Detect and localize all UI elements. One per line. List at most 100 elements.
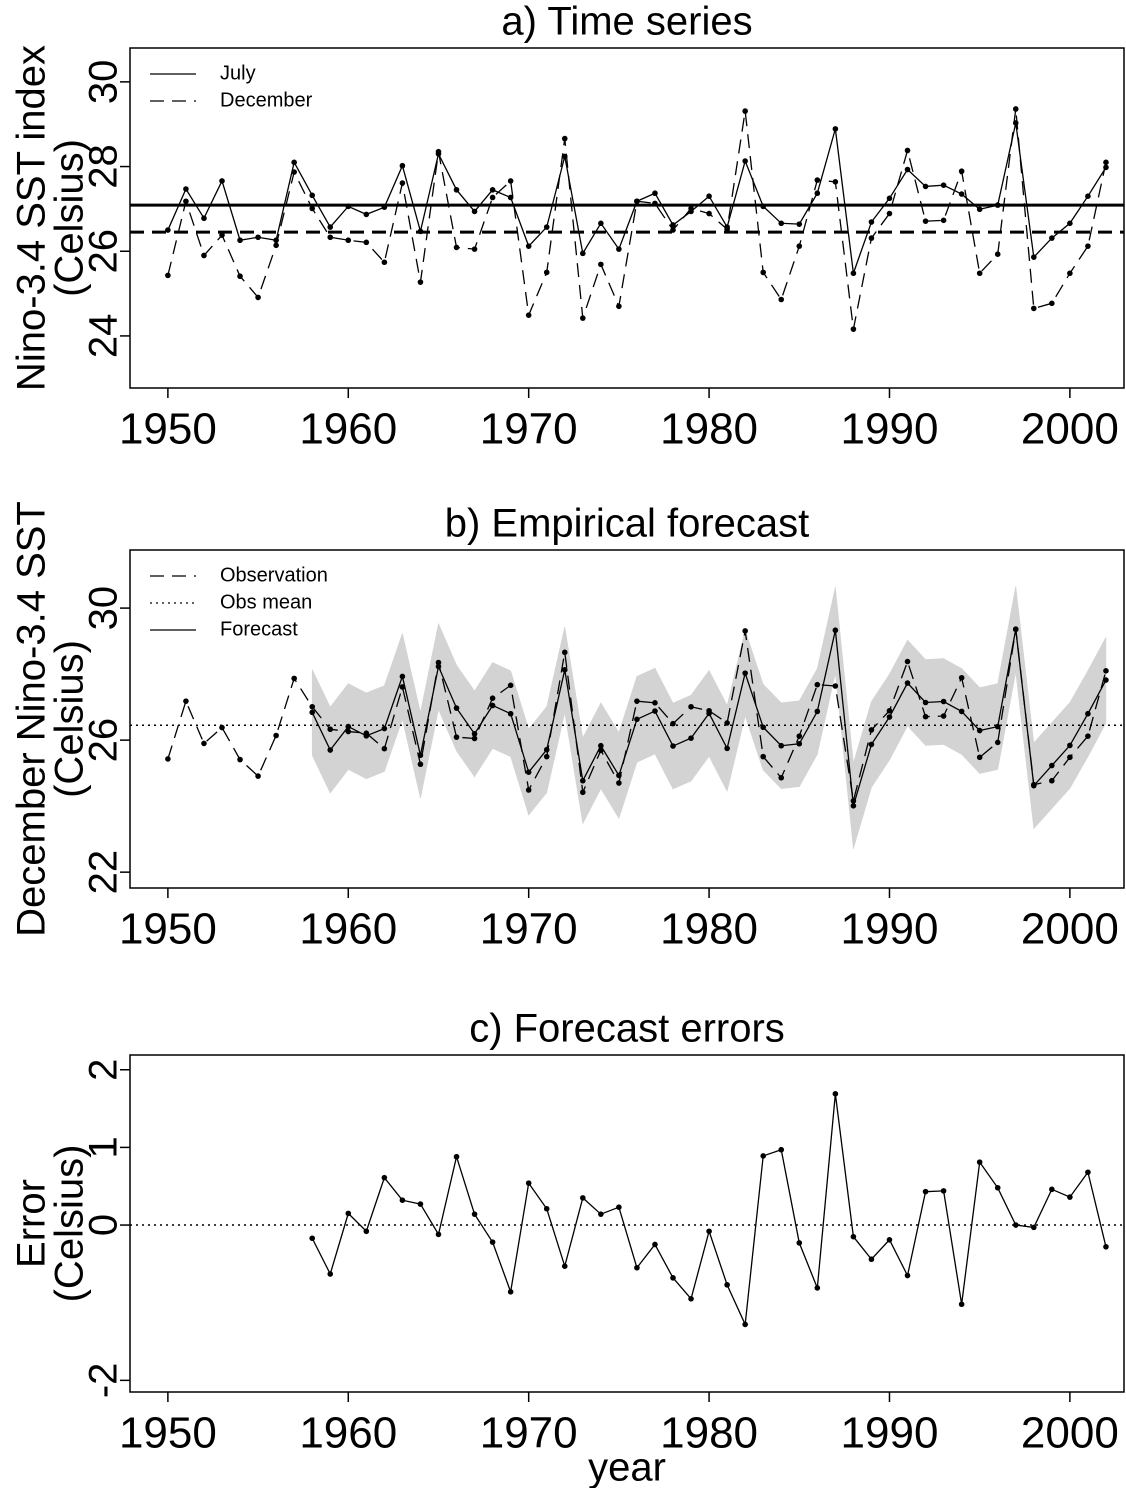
y-tick-label: 30 bbox=[82, 60, 126, 105]
data-point bbox=[543, 753, 550, 760]
data-point bbox=[958, 674, 965, 681]
data-point bbox=[724, 720, 730, 726]
data-point bbox=[363, 733, 370, 739]
data-point bbox=[345, 237, 352, 244]
data-point bbox=[616, 1204, 622, 1210]
data-point bbox=[1067, 270, 1073, 277]
data-point bbox=[471, 735, 478, 742]
data-point bbox=[1067, 220, 1073, 227]
data-point bbox=[399, 162, 406, 169]
data-point bbox=[994, 1184, 1001, 1191]
data-point bbox=[507, 178, 514, 184]
data-point bbox=[489, 194, 496, 201]
data-point bbox=[489, 1239, 496, 1245]
data-point bbox=[616, 780, 622, 786]
data-point bbox=[580, 777, 586, 784]
data-point bbox=[327, 726, 334, 733]
data-point bbox=[183, 186, 189, 192]
data-point bbox=[309, 1235, 316, 1242]
data-point bbox=[904, 147, 911, 154]
chart-title: a) Time series bbox=[501, 0, 752, 44]
data-point bbox=[561, 1263, 568, 1270]
data-point bbox=[832, 126, 839, 132]
data-point bbox=[435, 659, 442, 666]
data-point bbox=[1049, 300, 1055, 307]
data-point bbox=[1085, 193, 1091, 199]
data-point bbox=[237, 756, 243, 763]
data-point bbox=[598, 742, 604, 749]
data-point bbox=[850, 803, 857, 809]
data-point bbox=[688, 205, 694, 212]
legend-label: July bbox=[220, 62, 256, 84]
plot-frame bbox=[129, 549, 1125, 889]
data-point bbox=[778, 1146, 785, 1153]
data-point bbox=[543, 1205, 550, 1212]
data-point bbox=[435, 148, 442, 155]
data-point bbox=[399, 673, 406, 680]
series-line bbox=[311, 1093, 1107, 1327]
data-point bbox=[1031, 782, 1037, 789]
data-point bbox=[435, 1231, 442, 1238]
x-tick-label: 1980 bbox=[660, 905, 758, 954]
x-tick-label: 2000 bbox=[1021, 1409, 1119, 1458]
data-point bbox=[165, 272, 171, 279]
data-point bbox=[309, 192, 316, 199]
data-point bbox=[634, 716, 640, 723]
data-point bbox=[399, 180, 406, 186]
data-point bbox=[742, 108, 748, 114]
data-point bbox=[183, 698, 189, 704]
data-point bbox=[976, 754, 983, 761]
data-point bbox=[922, 218, 929, 224]
data-point bbox=[652, 1241, 658, 1248]
data-point bbox=[796, 733, 803, 739]
data-point bbox=[778, 220, 785, 227]
data-point bbox=[381, 725, 388, 732]
y-axis-label: Nino-3.4 SST index bbox=[10, 45, 54, 391]
y-axis-label: (Celsius) bbox=[48, 640, 92, 798]
data-point bbox=[778, 774, 785, 781]
data-point bbox=[507, 1289, 514, 1295]
data-point bbox=[1067, 754, 1073, 761]
data-point bbox=[976, 270, 983, 277]
data-point bbox=[255, 773, 261, 779]
data-point bbox=[976, 727, 983, 734]
data-point bbox=[1067, 742, 1073, 749]
data-point bbox=[850, 1233, 857, 1240]
y-tick-label: -2 bbox=[82, 1363, 126, 1399]
data-point bbox=[814, 177, 821, 183]
chart-title: b) Empirical forecast bbox=[445, 502, 810, 546]
data-point bbox=[868, 727, 875, 733]
data-point bbox=[652, 700, 658, 706]
data-point bbox=[832, 178, 839, 185]
data-point bbox=[994, 739, 1001, 746]
data-point bbox=[291, 159, 297, 166]
x-tick-label: 1950 bbox=[119, 1409, 217, 1458]
data-point bbox=[1049, 235, 1055, 241]
data-point bbox=[561, 667, 568, 673]
data-point bbox=[904, 1272, 911, 1279]
data-point bbox=[1103, 677, 1109, 683]
data-point bbox=[616, 303, 622, 310]
data-point bbox=[706, 193, 712, 199]
legend-label: Forecast bbox=[220, 618, 298, 640]
data-point bbox=[417, 1201, 424, 1207]
x-axis-label: year bbox=[588, 1446, 666, 1488]
legend-label: Obs mean bbox=[220, 591, 312, 613]
data-point bbox=[345, 1210, 352, 1217]
data-point bbox=[1049, 1186, 1055, 1193]
data-point bbox=[706, 1228, 712, 1235]
data-point bbox=[363, 239, 370, 246]
data-point bbox=[778, 296, 785, 303]
data-point bbox=[525, 769, 532, 775]
data-point bbox=[399, 684, 406, 690]
data-point bbox=[886, 210, 893, 217]
data-point bbox=[724, 1282, 730, 1288]
data-point bbox=[760, 269, 767, 276]
x-tick-label: 1960 bbox=[299, 405, 397, 454]
data-point bbox=[976, 1159, 983, 1165]
data-point bbox=[724, 745, 730, 752]
data-point bbox=[1031, 305, 1037, 312]
data-point bbox=[309, 709, 316, 716]
data-point bbox=[543, 224, 550, 230]
data-point bbox=[273, 242, 279, 249]
